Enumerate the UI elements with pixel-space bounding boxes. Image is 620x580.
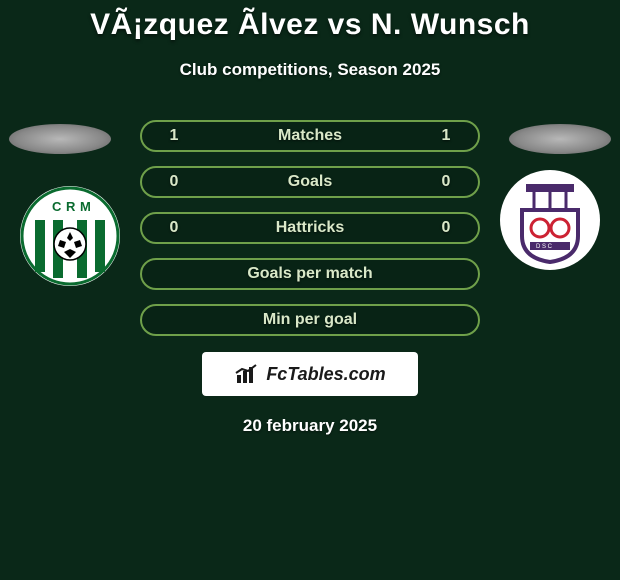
stat-right-value: 1 bbox=[432, 127, 460, 145]
stat-left-value: 1 bbox=[160, 127, 188, 145]
stat-row-goals: 0 Goals 0 bbox=[140, 166, 480, 198]
stat-right-value: 0 bbox=[432, 173, 460, 191]
svg-text:C: C bbox=[52, 199, 62, 214]
stat-label: Matches bbox=[188, 127, 432, 145]
page-title: VÃ¡zquez Ãlvez vs N. Wunsch bbox=[0, 0, 620, 42]
stat-left-value: 0 bbox=[160, 173, 188, 191]
stat-label: Min per goal bbox=[188, 311, 432, 329]
branding-text: FcTables.com bbox=[266, 364, 385, 385]
branding-chart-icon bbox=[234, 363, 260, 385]
svg-text:M: M bbox=[80, 199, 91, 214]
stat-left-value: 0 bbox=[160, 219, 188, 237]
stat-row-matches: 1 Matches 1 bbox=[140, 120, 480, 152]
subtitle: Club competitions, Season 2025 bbox=[0, 60, 620, 80]
club-crest-right: D S C bbox=[500, 170, 600, 270]
stat-label: Goals per match bbox=[188, 265, 432, 283]
svg-text:D S C: D S C bbox=[536, 244, 553, 250]
stat-right-value: 0 bbox=[432, 219, 460, 237]
stat-row-hattricks: 0 Hattricks 0 bbox=[140, 212, 480, 244]
date-text: 20 february 2025 bbox=[0, 416, 620, 436]
svg-text:R: R bbox=[66, 199, 76, 214]
stat-label: Hattricks bbox=[188, 219, 432, 237]
player-photo-placeholder-left bbox=[9, 124, 111, 154]
stat-row-goals-per-match: Goals per match bbox=[140, 258, 480, 290]
branding-badge[interactable]: FcTables.com bbox=[202, 352, 418, 396]
stat-label: Goals bbox=[188, 173, 432, 191]
club-crest-left: C R M bbox=[20, 186, 120, 286]
player-photo-placeholder-right bbox=[509, 124, 611, 154]
stat-row-min-per-goal: Min per goal bbox=[140, 304, 480, 336]
